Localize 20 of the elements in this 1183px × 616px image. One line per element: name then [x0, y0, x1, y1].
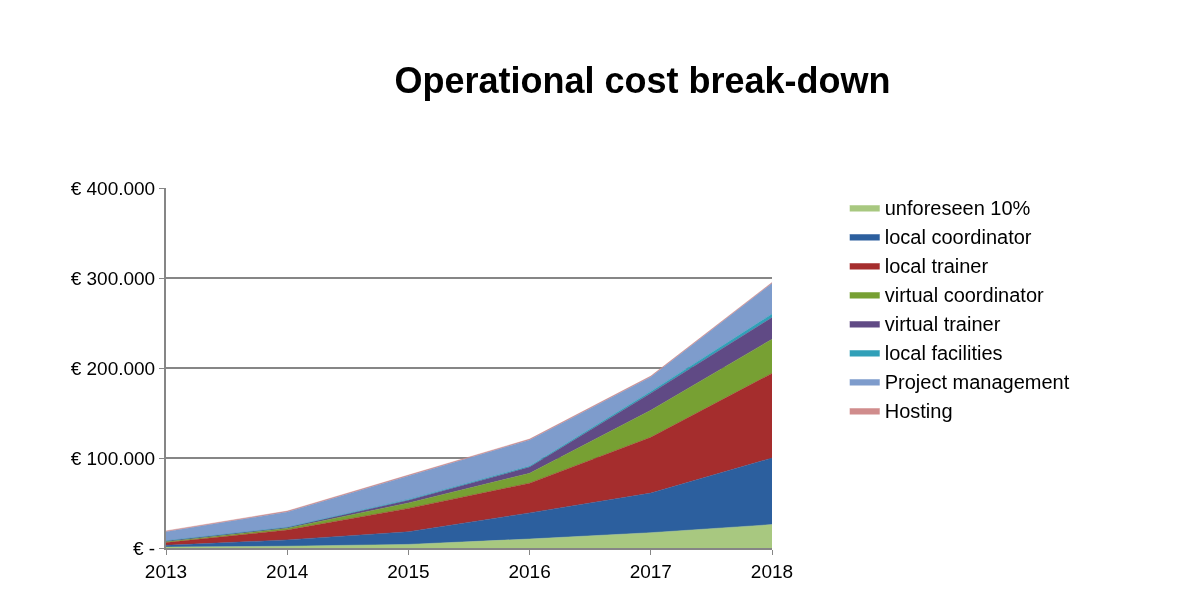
- legend-label: Project management: [884, 371, 1070, 394]
- y-tick-label: € 300.000: [70, 267, 156, 289]
- legend-label: local trainer: [884, 255, 989, 278]
- legend-label: virtual coordinator: [884, 284, 1045, 307]
- x-tick-label: 2017: [629, 560, 672, 582]
- legend-label: local facilities: [884, 342, 1003, 365]
- y-tick-label: € 100.000: [70, 447, 156, 469]
- legend-label: unforeseen 10%: [884, 197, 1031, 220]
- y-tick-label: € 200.000: [70, 357, 156, 379]
- x-tick-label: 2015: [387, 560, 430, 582]
- y-tick-label: € 400.000: [70, 177, 156, 199]
- chart-title: Operational cost break-down: [394, 59, 891, 101]
- legend-label: virtual trainer: [884, 313, 1001, 336]
- x-tick-label: 2014: [266, 560, 309, 582]
- legend-label: Hosting: [884, 400, 953, 423]
- y-tick-label: € -: [133, 537, 156, 559]
- x-tick-label: 2016: [508, 560, 551, 582]
- x-tick-label: 2018: [750, 560, 794, 582]
- legend-label: local coordinator: [884, 226, 1032, 249]
- x-tick-label: 2013: [144, 560, 188, 582]
